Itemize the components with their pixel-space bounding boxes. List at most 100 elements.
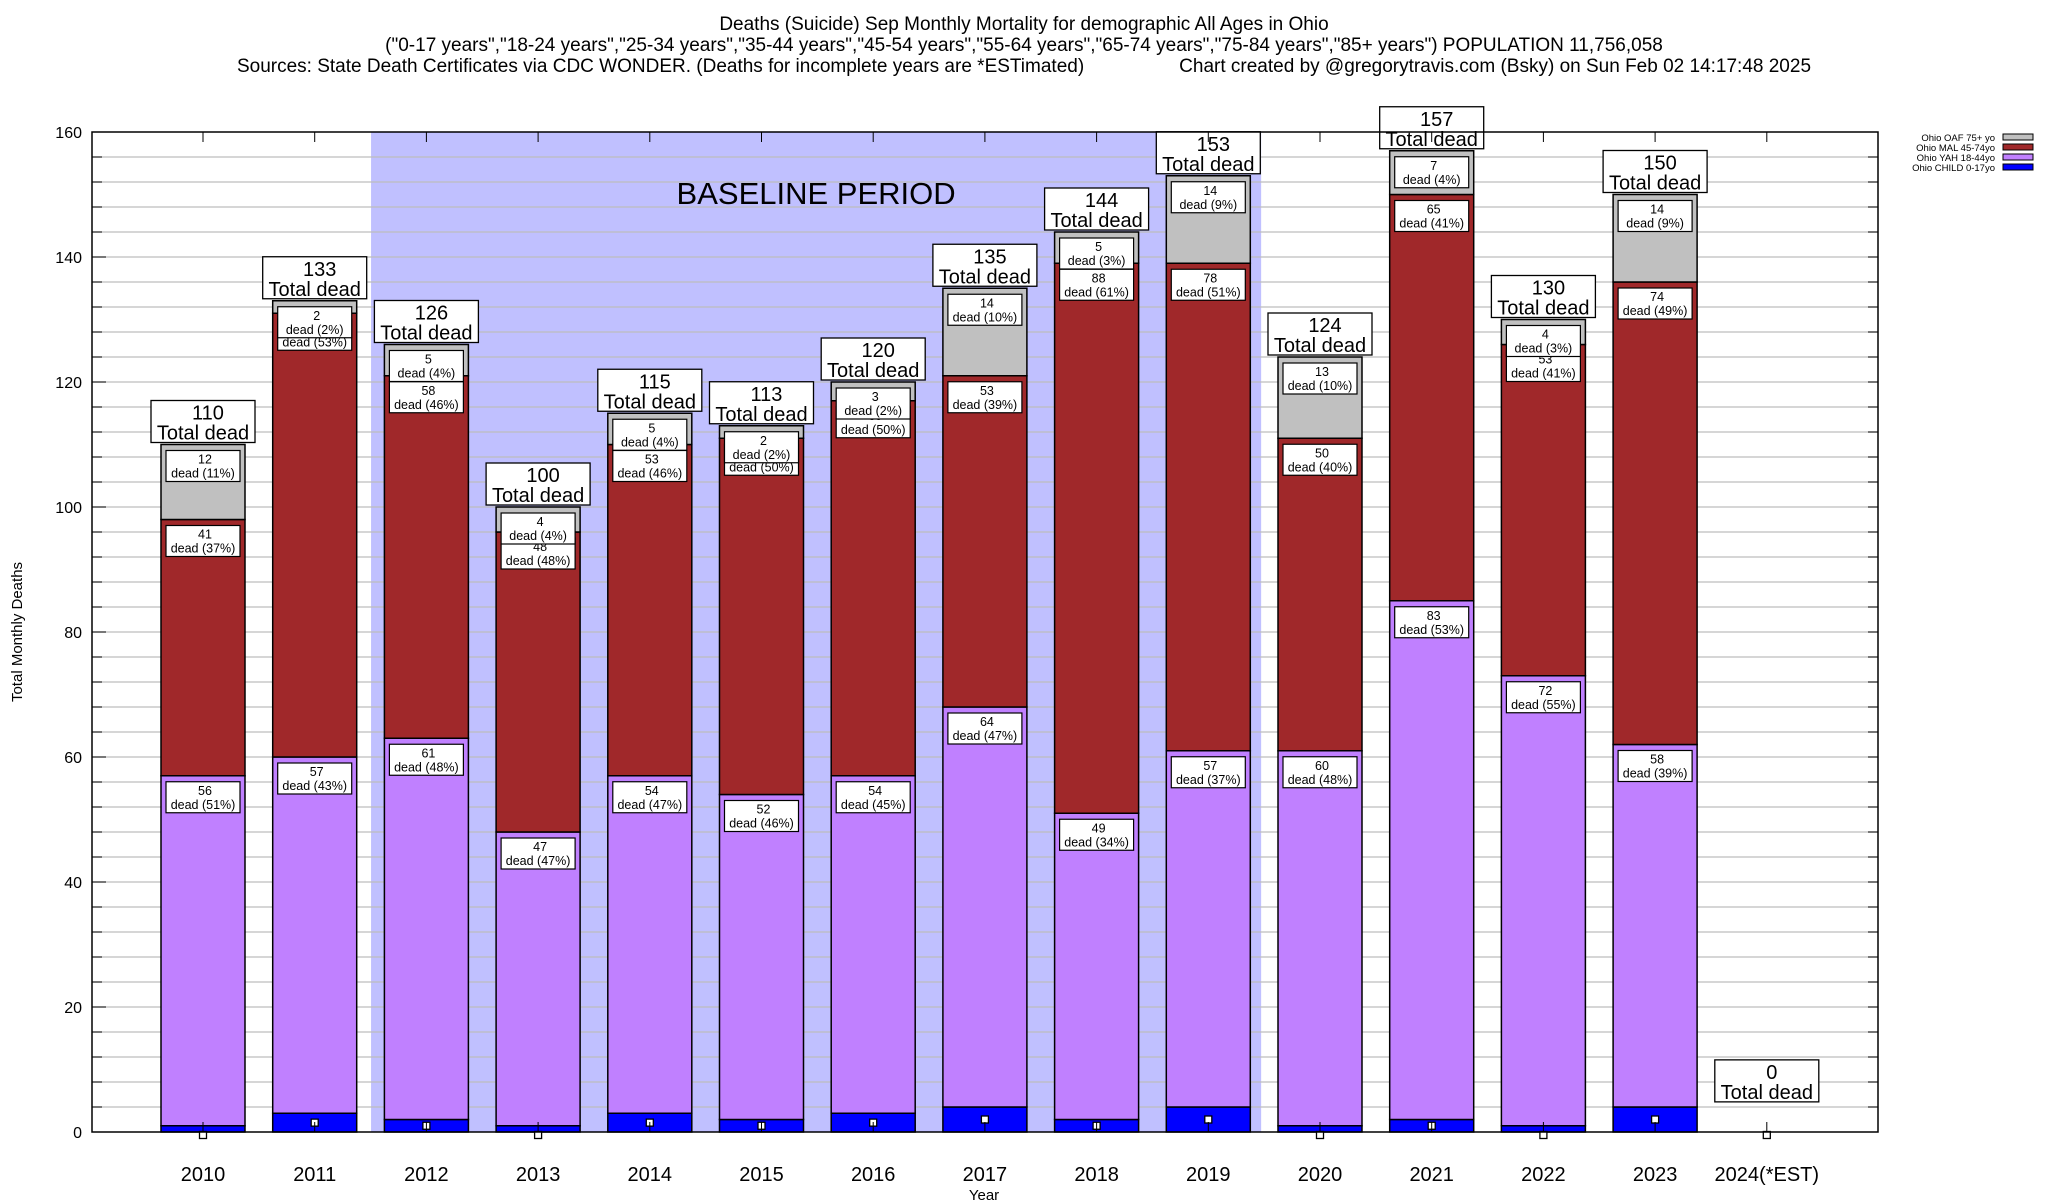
segment-label-box: [1170, 181, 1246, 214]
segment-label-box: [1617, 199, 1693, 233]
total-label-box: [1490, 274, 1597, 319]
total-label-box: [373, 299, 480, 344]
segment-label-box: [1058, 237, 1135, 270]
total-label-text: Total dead: [604, 391, 696, 413]
bar-segment: [383, 737, 470, 1121]
x-tick-label: 2023: [1633, 1164, 1678, 1186]
x-tick-label: 2021: [1409, 1164, 1454, 1186]
segment-label-value: 88: [1092, 271, 1106, 285]
bar-segment: [1277, 437, 1363, 752]
total-label-value: 153: [1197, 134, 1230, 156]
x-axis-label: Year: [969, 1187, 999, 1200]
segment-label-box: [1505, 681, 1582, 714]
segment-label-value: 14: [980, 296, 994, 310]
segment-label-pct: dead (49%): [1623, 304, 1688, 318]
segment-label-pct: dead (41%): [1511, 367, 1576, 381]
total-label-value: 126: [415, 303, 448, 325]
chart-title: Deaths (Suicide) Sep Monthly Mortality f…: [719, 14, 1329, 35]
x-tick-label: 2019: [1186, 1164, 1231, 1186]
segment-label-box: [1617, 287, 1693, 320]
bar-segment: [942, 706, 1028, 1108]
segment-label-pct: dead (40%): [1288, 460, 1353, 474]
segment-label-value: 12: [198, 453, 212, 467]
y-tick-label: 160: [55, 125, 82, 142]
bar-segment: [160, 518, 246, 777]
segment-label-value: 47: [533, 840, 547, 854]
segment-label-pct: dead (10%): [1288, 379, 1353, 393]
segment-label-pct: dead (50%): [841, 423, 906, 437]
total-label-value: 113: [751, 384, 783, 406]
x-tick-label: 2016: [851, 1164, 896, 1186]
segment-label-pct: dead (50%): [729, 460, 794, 474]
bar-segment: [942, 375, 1028, 708]
bar-segment: [271, 312, 358, 758]
legend-label: Ohio CHILD 0-17yo: [1912, 163, 1995, 174]
chart-sources: Sources: State Death Certificates via CD…: [236, 56, 1085, 77]
chart-titles: Deaths (Suicide) Sep Monthly Mortality f…: [0, 14, 2048, 77]
segment-label-box: [388, 381, 464, 414]
total-label-box: [1043, 187, 1150, 231]
y-tick-label: 140: [55, 250, 82, 267]
total-label-value: 110: [192, 403, 224, 425]
segment-label-pct: dead (37%): [1176, 773, 1241, 787]
total-label-text: Total dead: [827, 360, 919, 382]
segment-label-box: [612, 449, 688, 483]
segment-label-pct: dead (53%): [282, 335, 347, 349]
segment-label-pct: dead (47%): [506, 854, 571, 868]
segment-label-box: [277, 306, 353, 339]
total-label-text: Total dead: [1274, 335, 1366, 357]
segment-label-value: 57: [310, 765, 324, 779]
total-label-value: 120: [862, 340, 895, 362]
segment-label-box: [947, 381, 1023, 414]
child-marker: [980, 1115, 990, 1124]
legend-swatch: [2002, 163, 2034, 171]
segment-label-pct: dead (55%): [1511, 698, 1576, 712]
bar-segment: [1053, 262, 1140, 814]
bar-segment: [830, 775, 916, 1114]
segment-label-value: 49: [1092, 821, 1106, 835]
segment-label-value: 5: [425, 353, 432, 367]
x-tick-label: 2012: [404, 1164, 449, 1186]
segment-label-pct: dead (46%): [729, 817, 794, 831]
total-label-text: Total dead: [1609, 173, 1701, 195]
segment-label-pct: dead (11%): [171, 467, 235, 481]
segment-label-value: 60: [1315, 759, 1329, 773]
segment-label-pct: dead (4%): [621, 435, 679, 449]
x-tick-label: 2011: [293, 1164, 336, 1186]
segment-label-box: [835, 387, 911, 420]
segment-label-value: 57: [1203, 759, 1217, 773]
bar-segment: [1053, 812, 1140, 1121]
y-tick-label: 60: [64, 750, 82, 767]
chart-subtitle: ("0-17 years","18-24 years","25-34 years…: [385, 35, 1663, 56]
segment-label-pct: dead (51%): [1176, 285, 1241, 299]
segment-label-pct: dead (39%): [953, 398, 1018, 412]
total-label-box: [1602, 149, 1708, 194]
segment-label-box: [1282, 756, 1358, 789]
segment-label-box: [1505, 324, 1582, 358]
x-tick-label: 2013: [516, 1164, 561, 1186]
x-tick-label: 2017: [963, 1164, 1008, 1186]
segment-label-box: [500, 512, 576, 545]
bar-segment: [1388, 193, 1475, 602]
bar-segment: [1388, 600, 1475, 1121]
legend-item: Ohio MAL 45-74yo: [1916, 143, 2034, 154]
segment-label-pct: dead (34%): [1064, 835, 1129, 849]
bar-segment: [607, 775, 693, 1114]
bar-segment: [160, 775, 246, 1127]
segment-label-pct: dead (39%): [1623, 767, 1688, 781]
